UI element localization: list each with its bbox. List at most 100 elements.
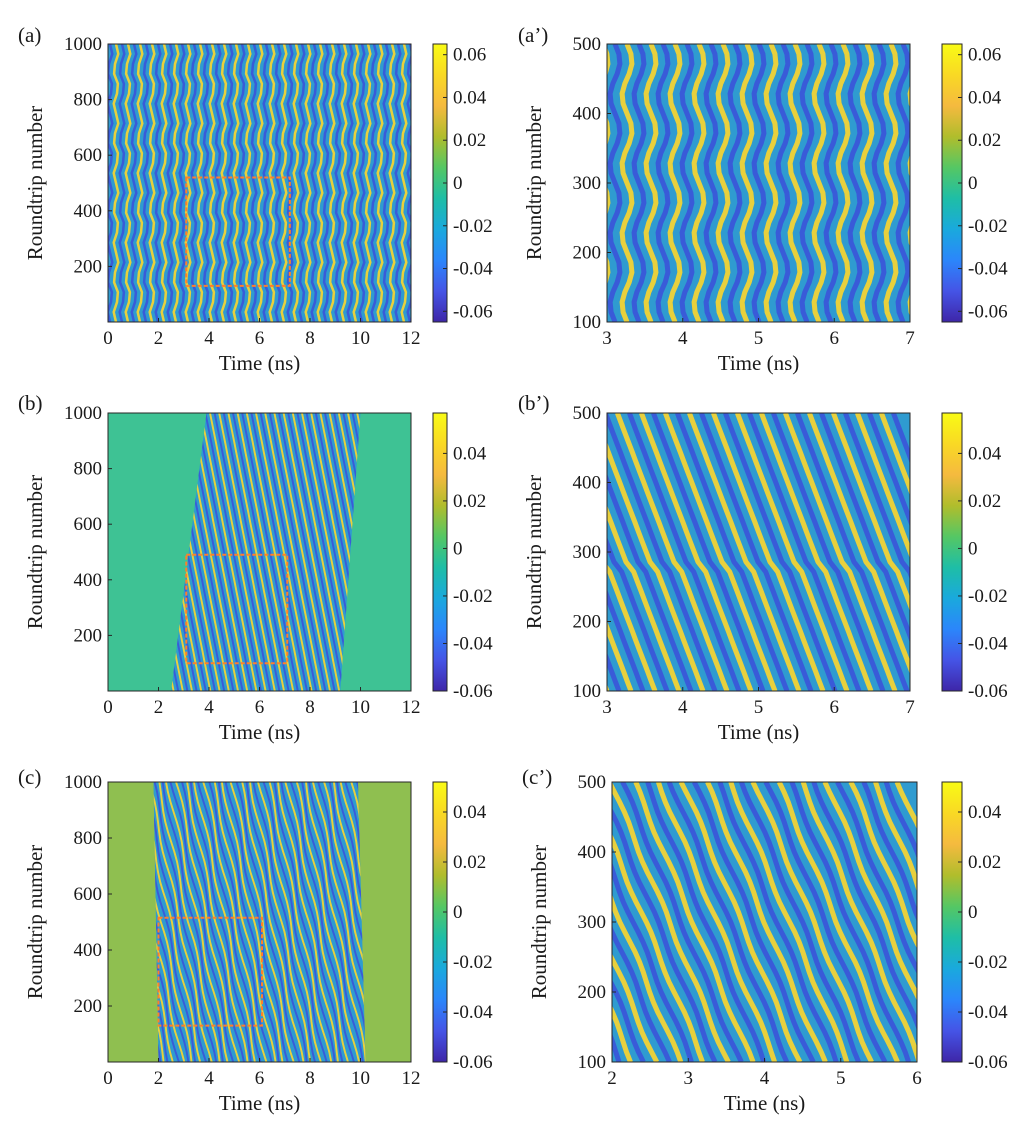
- y-axis-label: Roundtrip number: [522, 106, 546, 261]
- x-tick-label: 8: [305, 1068, 315, 1089]
- colorbar-tick-label: -0.04: [453, 633, 493, 654]
- x-tick-label: 6: [912, 1068, 922, 1089]
- y-tick-label: 300: [578, 912, 607, 933]
- panel-label: (b’): [518, 391, 549, 415]
- x-tick-label: 6: [830, 697, 840, 718]
- colorbar-tick-label: 0: [453, 173, 463, 194]
- y-tick-label: 800: [74, 459, 103, 480]
- x-tick-label: 2: [154, 328, 164, 349]
- colorbar-tick-label: -0.06: [968, 301, 1008, 322]
- colorbar-tick-label: 0.06: [453, 45, 486, 66]
- y-tick-label: 1000: [64, 34, 102, 55]
- x-tick-label: 0: [103, 697, 113, 718]
- y-axis-label: Roundtrip number: [23, 475, 47, 630]
- colorbar-tick-label: 0.02: [968, 130, 1001, 151]
- y-tick-label: 200: [578, 982, 607, 1003]
- colorbar-tick-label: 0: [453, 538, 463, 559]
- colorbar-tick-label: -0.02: [968, 586, 1008, 607]
- colorbar-tick-label: 0.02: [453, 491, 486, 512]
- heatmap-stripes: [607, 413, 910, 691]
- colorbar-tick-label: -0.04: [968, 1002, 1008, 1023]
- x-tick-label: 5: [836, 1068, 846, 1089]
- colorbar-tick-label: 0.02: [453, 130, 486, 151]
- colorbar-tick-label: 0: [968, 173, 978, 194]
- y-tick-label: 500: [578, 772, 607, 793]
- x-axis-label: Time (ns): [219, 351, 301, 375]
- colorbar-tick-label: -0.06: [968, 1052, 1008, 1073]
- x-tick-label: 7: [905, 697, 915, 718]
- x-tick-label: 3: [602, 328, 612, 349]
- y-axis-label: Roundtrip number: [23, 106, 47, 261]
- x-tick-label: 2: [607, 1068, 617, 1089]
- y-tick-label: 600: [74, 145, 103, 166]
- x-tick-label: 6: [830, 328, 840, 349]
- y-tick-label: 800: [74, 90, 103, 111]
- colorbar: [432, 781, 448, 1063]
- colorbar-tick-label: -0.02: [453, 952, 493, 973]
- x-tick-label: 8: [305, 328, 315, 349]
- panel-3: 0 2 4 6 8 10 12 200 400 600 800 1000 Time (ns) Roundt…: [18, 391, 493, 744]
- x-tick-label: 12: [402, 328, 421, 349]
- colorbar: [941, 412, 963, 692]
- y-tick-label: 400: [578, 842, 607, 863]
- heatmap-stripes: [153, 782, 366, 1062]
- y-tick-label: 400: [573, 104, 602, 125]
- colorbar-tick-label: 0.02: [453, 852, 486, 873]
- y-tick-label: 200: [573, 612, 602, 633]
- colorbar-tick-label: -0.04: [968, 633, 1008, 654]
- x-tick-label: 7: [905, 328, 915, 349]
- zoom-box: [185, 176, 291, 287]
- x-tick-label: 4: [760, 1068, 770, 1089]
- x-tick-label: 10: [351, 328, 370, 349]
- panel-1: 0 2 4 6 8 10 12 200 400 600 800 1000 Time (ns) Roundt…: [18, 23, 493, 375]
- y-axis-label: Roundtrip number: [527, 845, 551, 1000]
- colorbar-tick-label: 0.02: [968, 852, 1001, 873]
- colorbar-tick-label: 0.04: [453, 87, 487, 108]
- panel-2: 3 4 5 6 7 100 200 300 400 500 Time (ns) Roundtrip n…: [518, 23, 1008, 375]
- y-tick-label: 600: [74, 514, 103, 535]
- colorbar-tick-label: 0: [453, 902, 463, 923]
- colorbar-tick-label: -0.02: [453, 216, 493, 237]
- panel-5: 0 2 4 6 8 10 12 200 400 600 800 1000 Time (ns) Roundt…: [18, 765, 493, 1115]
- x-tick-label: 4: [204, 697, 214, 718]
- y-axis-label: Roundtrip number: [23, 845, 47, 1000]
- panel-6: 2 3 4 5 6 100 200 300 400 500 Time (ns) Roundtrip n…: [522, 765, 1008, 1115]
- y-tick-label: 1000: [64, 403, 102, 424]
- colorbar-tick-label: -0.04: [453, 1002, 493, 1023]
- y-tick-label: 200: [573, 243, 602, 264]
- y-tick-label: 400: [74, 940, 103, 961]
- x-tick-label: 0: [103, 328, 113, 349]
- panel-label: (a’): [518, 23, 548, 47]
- colorbar-tick-label: 0: [968, 902, 978, 923]
- y-tick-label: 200: [74, 256, 103, 277]
- y-tick-label: 300: [573, 542, 602, 563]
- colorbar-tick-label: 0.04: [968, 87, 1002, 108]
- zoom-box: [157, 916, 264, 1027]
- x-tick-label: 2: [154, 1068, 164, 1089]
- y-tick-label: 200: [74, 625, 103, 646]
- panel-label: (b): [18, 391, 43, 415]
- colorbar-tick-label: 0.04: [968, 443, 1002, 464]
- colorbar-tick-label: 0.04: [968, 802, 1002, 823]
- x-tick-label: 12: [402, 1068, 421, 1089]
- y-tick-label: 500: [573, 34, 602, 55]
- colorbar: [432, 412, 448, 692]
- y-tick-label: 1000: [64, 772, 102, 793]
- x-tick-label: 2: [154, 697, 164, 718]
- colorbar-tick-label: 0: [968, 538, 978, 559]
- x-axis-label: Time (ns): [219, 720, 301, 744]
- colorbar: [941, 781, 963, 1063]
- colorbar-tick-label: -0.02: [968, 952, 1008, 973]
- y-tick-label: 400: [573, 473, 602, 494]
- x-tick-label: 10: [351, 1068, 370, 1089]
- x-tick-label: 0: [103, 1068, 113, 1089]
- colorbar-tick-label: -0.06: [453, 1052, 493, 1073]
- x-tick-label: 6: [255, 1068, 265, 1089]
- heatmap-stripes: [607, 44, 910, 322]
- heatmap-stripes: [612, 782, 917, 1062]
- x-tick-label: 12: [402, 697, 421, 718]
- zoom-box: [185, 553, 289, 665]
- x-tick-label: 6: [255, 328, 265, 349]
- x-tick-label: 3: [602, 697, 612, 718]
